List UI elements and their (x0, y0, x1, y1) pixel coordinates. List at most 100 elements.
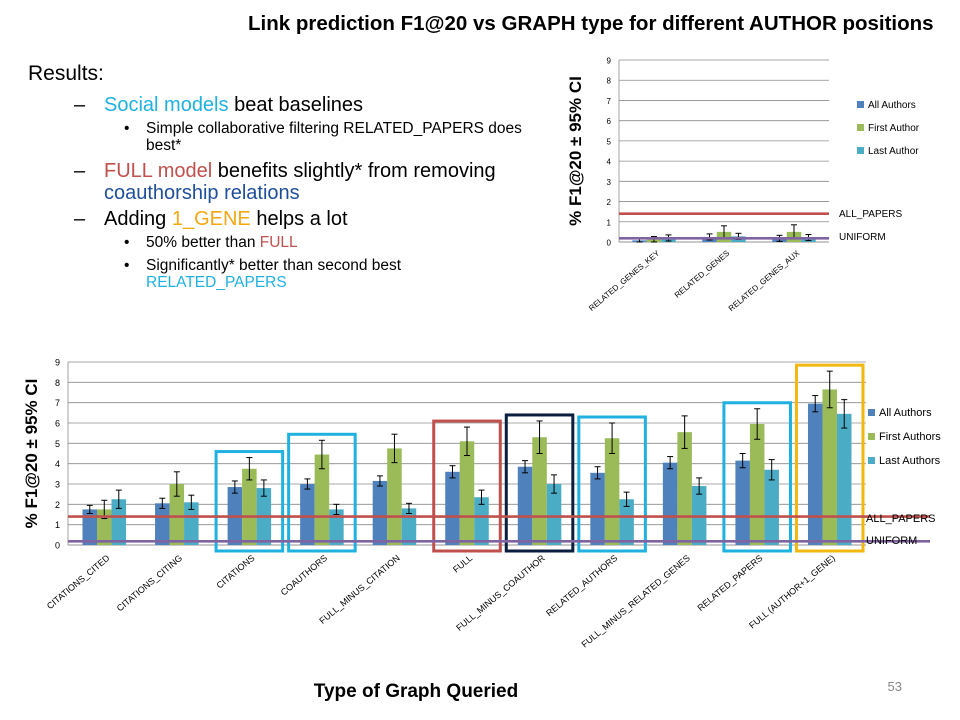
results-bullets: Results: – Social models beat baselines • S… (28, 62, 528, 297)
bar (459, 441, 475, 545)
bar (590, 472, 605, 545)
bullet-text-run: Social models (104, 94, 229, 116)
bar (604, 438, 620, 545)
y-tick-label: 1 (55, 520, 60, 530)
bar (445, 471, 460, 545)
bar (372, 480, 388, 545)
dash-marker: – (74, 94, 86, 116)
bullet-text-run: 1_GENE (171, 208, 251, 230)
highlight-box (432, 419, 502, 553)
slide-title: Link prediction F1@20 vs GRAPH type for … (248, 12, 934, 35)
y-tick-label: 2 (55, 500, 60, 510)
legend-label: All Authors (879, 407, 932, 419)
bullet-item: – FULL model benefits slightly* from remo… (28, 160, 528, 204)
highlight-box (577, 415, 647, 553)
dash-marker: – (74, 160, 86, 182)
y-tick-label: 6 (55, 419, 60, 429)
highlight-box (504, 413, 575, 553)
bar (619, 499, 634, 545)
legend-swatch (857, 124, 864, 131)
bullet-text-run: benefits slightly* from removing (212, 160, 496, 182)
y-tick-label: 4 (55, 459, 60, 469)
bar (517, 466, 533, 545)
bar (97, 509, 112, 545)
x-category-label: RELATED_PAPERS (695, 553, 764, 613)
y-tick-label: 4 (607, 158, 612, 167)
bar (82, 509, 98, 545)
bar (242, 468, 257, 545)
bullet-dot: • (124, 234, 130, 251)
legend-swatch (857, 101, 864, 108)
bullet-text-run: FULL model (104, 160, 213, 182)
y-tick-label: 8 (55, 378, 60, 388)
legend-label: First Authors (879, 431, 941, 443)
bullet-item: – Social models beat baselines (28, 94, 528, 116)
x-category-label: COAUTHORS (279, 553, 329, 598)
y-tick-label: 7 (55, 398, 60, 408)
bar (329, 509, 344, 545)
bar (111, 499, 127, 545)
bar (169, 484, 185, 545)
bar (662, 462, 678, 545)
x-category-label: CITATIONS (214, 553, 256, 591)
bar (735, 460, 750, 545)
x-category-label: FULL (451, 553, 474, 575)
x-category-label: FULL (AUTHOR+1_GENE) (747, 553, 837, 631)
legend-label: First Author (868, 123, 920, 134)
y-tick-label: 7 (607, 97, 612, 106)
legend-label: Last Author (868, 146, 919, 157)
legend-swatch (868, 409, 875, 416)
bar (474, 497, 489, 545)
bullet-text-run: coauthorship relations (104, 182, 300, 204)
sub-bullet-item: • Significantly* better than second best … (28, 257, 528, 291)
y-tick-label: 0 (607, 239, 612, 248)
x-category-label: CITATIONS_CITED (45, 553, 112, 612)
bullet-text-run: Significantly* better than second best (146, 257, 402, 274)
bar (822, 389, 837, 545)
bar (184, 502, 199, 545)
bar (807, 403, 823, 545)
x-category-label: FULL_MINUS_CITATION (317, 553, 401, 626)
small-bar-chart: 0123456789ALL_PAPERSUNIFORMRELATED_GENES… (566, 57, 920, 314)
y-tick-label: 5 (607, 137, 612, 146)
legend-label: Last Authors (879, 455, 941, 467)
legend-swatch (857, 147, 864, 154)
y-axis-label: % F1@20 ± 95% CI (22, 379, 41, 529)
legend-swatch (868, 433, 875, 440)
bar (155, 503, 170, 545)
y-tick-label: 3 (607, 178, 612, 187)
y-tick-label: 0 (55, 541, 60, 551)
highlight-box (214, 450, 285, 553)
y-tick-label: 5 (55, 439, 60, 449)
bar (749, 424, 765, 545)
bullet-list: – Social models beat baselines • Simple col… (28, 94, 528, 291)
bullet-text-run: beat baselines (228, 94, 364, 116)
bar (764, 469, 779, 545)
bar (532, 437, 547, 545)
reference-line-label: ALL_PAPERS (866, 513, 936, 525)
results-heading: Results: (28, 62, 104, 85)
y-tick-label: 3 (55, 480, 60, 490)
x-category-label: RELATED_AUTHORS (544, 553, 619, 618)
sub-bullet-item: • 50% better than FULL (28, 234, 528, 251)
bullet-text-run: RELATED_PAPERS (146, 274, 287, 291)
bar (677, 432, 692, 545)
reference-line-label: UNIFORM (839, 232, 886, 243)
bullet-text-run: Adding (104, 208, 172, 230)
y-tick-label: 9 (607, 57, 612, 66)
reference-line-label: ALL_PAPERS (839, 209, 903, 220)
legend-swatch (868, 457, 875, 464)
bullet-text-run: helps a lot (250, 208, 348, 230)
dash-marker: – (74, 208, 86, 230)
y-tick-label: 8 (607, 77, 612, 86)
x-axis-label: Type of Graph Queried (314, 681, 518, 702)
y-tick-label: 2 (607, 198, 612, 207)
bullet-text-run: 50% better than (146, 234, 260, 251)
sub-bullet-item: • Simple collaborative filtering RELATED_… (28, 120, 528, 154)
bullet-dot: • (124, 120, 130, 137)
highlight-box (722, 401, 792, 553)
y-tick-label: 9 (55, 358, 60, 368)
y-axis-label: % F1@20 ± 95% CI (566, 76, 585, 226)
bar (546, 484, 562, 545)
